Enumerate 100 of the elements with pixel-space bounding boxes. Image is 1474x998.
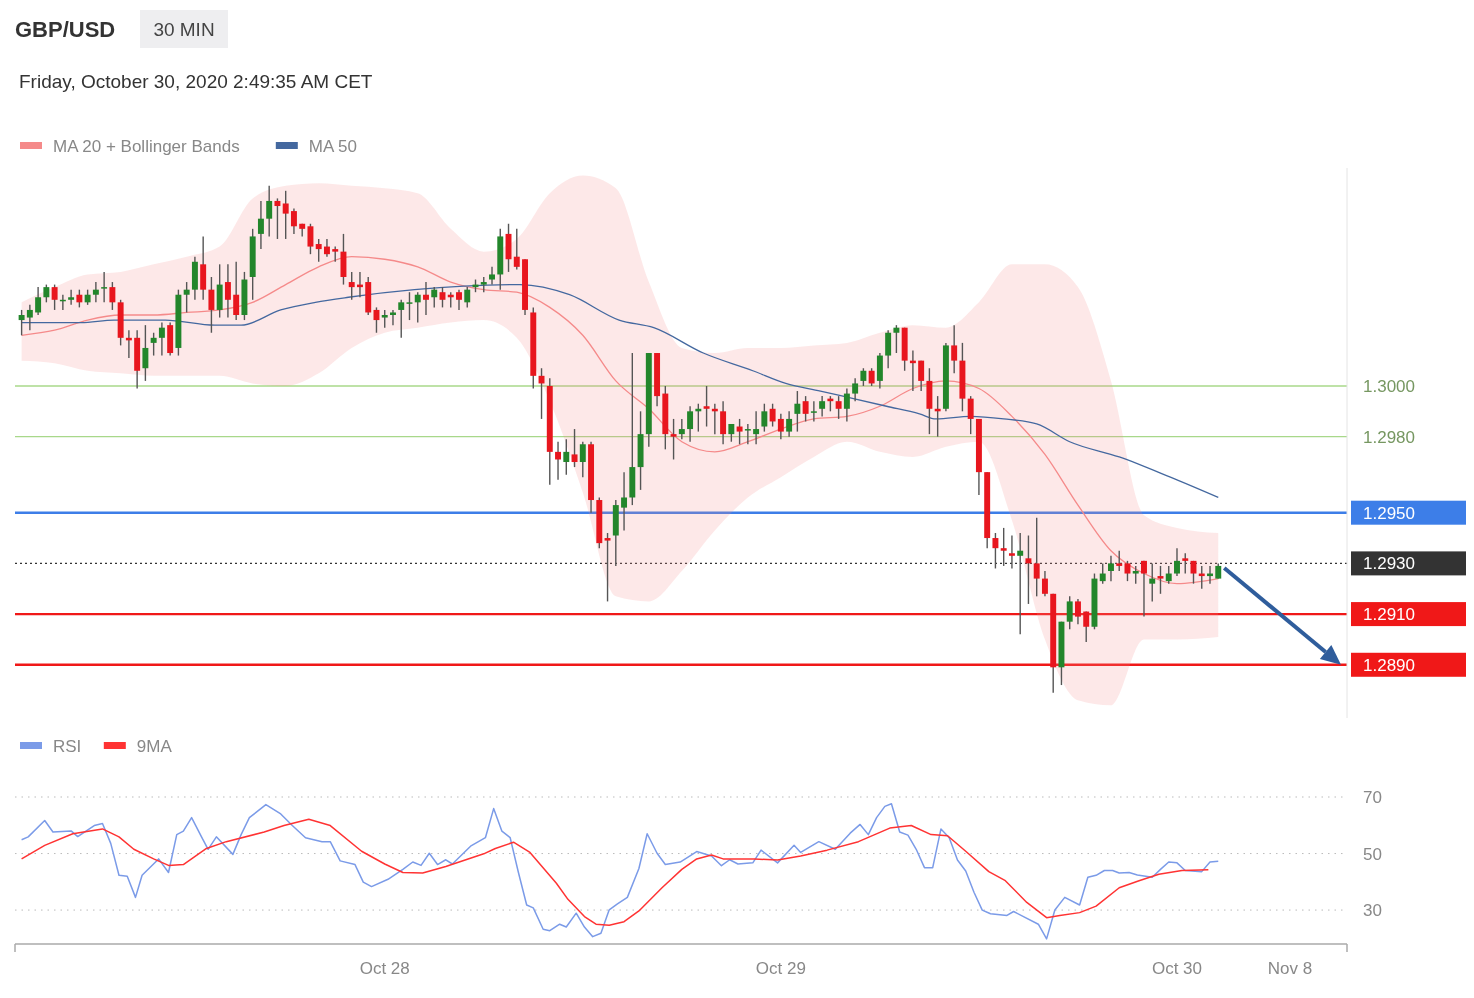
candlestick — [208, 276, 215, 334]
candlestick — [604, 532, 611, 603]
x-tick-label: Oct 30 — [1151, 959, 1203, 978]
candlestick — [456, 288, 462, 311]
candlestick — [35, 286, 42, 316]
line-series — [20, 803, 1220, 940]
candlestick — [670, 418, 677, 461]
candlestick — [951, 324, 958, 374]
candlestick — [579, 441, 586, 478]
candlestick — [513, 228, 520, 271]
candlestick — [18, 309, 25, 336]
legend-label: MA 20 + Bollinger Bands — [53, 137, 240, 156]
candlestick — [744, 423, 751, 445]
candlestick — [720, 400, 727, 445]
candlestick — [348, 271, 355, 301]
text: Nov 8 — [1267, 959, 1313, 978]
x-tick-label: Oct 29 — [755, 959, 806, 978]
candlestick — [290, 207, 297, 235]
candlestick — [1008, 534, 1015, 570]
candlestick — [802, 395, 809, 423]
y-tick-label: 50 — [1363, 844, 1382, 864]
candlestick — [224, 263, 231, 319]
candlestick — [918, 359, 925, 392]
candlestick — [92, 281, 99, 304]
candlestick — [464, 286, 471, 309]
candlestick — [687, 405, 694, 443]
candlestick — [1099, 562, 1106, 585]
candlestick — [852, 377, 859, 402]
candlestick — [786, 410, 793, 438]
candlestick — [315, 238, 322, 263]
candlestick — [794, 390, 801, 433]
candlestick — [621, 471, 628, 532]
candlestick — [431, 286, 438, 309]
candlestick — [257, 200, 264, 250]
candlestick — [769, 403, 776, 428]
candlestick — [1116, 550, 1123, 572]
candlestick — [563, 438, 570, 476]
candlestick — [1182, 552, 1189, 575]
candlestick — [777, 413, 784, 440]
candlestick — [893, 324, 900, 354]
candlestick — [68, 288, 75, 306]
candlestick — [843, 387, 850, 423]
candlestick — [1149, 562, 1156, 603]
text: 30 MIN — [153, 19, 215, 40]
candlestick — [414, 291, 421, 324]
candlestick — [233, 261, 240, 321]
candlestick — [810, 400, 817, 423]
candlestick — [1157, 565, 1164, 595]
candlestick — [571, 428, 578, 468]
candlestick — [307, 223, 314, 255]
candlestick — [1066, 595, 1073, 630]
ref-line-label: 1.2980 — [1363, 427, 1415, 447]
candlestick — [819, 395, 826, 418]
candlestick — [1033, 517, 1040, 598]
candlestick — [992, 532, 999, 570]
candlestick — [1174, 547, 1180, 577]
candlestick — [150, 332, 157, 357]
candlestick — [753, 410, 760, 445]
ref-line-label: 1.3000 — [1363, 376, 1415, 396]
chart-subtitle: Friday, October 30, 2020 2:49:35 AM CET — [19, 71, 373, 92]
candlestick — [1025, 534, 1032, 605]
candlestick — [142, 324, 149, 382]
candlestick — [1041, 570, 1048, 598]
candlestick — [835, 395, 842, 420]
ref-line-label: 1.2930 — [1363, 554, 1415, 574]
candlestick — [158, 321, 165, 357]
candlestick — [1000, 527, 1007, 567]
candlestick — [282, 190, 289, 240]
candlestick — [274, 197, 281, 240]
candlestick — [51, 283, 58, 311]
legend-label: 9MA — [136, 737, 173, 756]
y-tick-label: 70 — [1363, 788, 1382, 807]
candlestick — [967, 395, 974, 435]
candlestick — [761, 403, 768, 433]
candlestick — [736, 418, 743, 445]
candlestick — [555, 441, 561, 481]
candlestick — [398, 299, 405, 339]
candlestick — [423, 281, 429, 316]
line-series — [20, 818, 1210, 927]
candlestick — [489, 266, 495, 286]
y-tick-label: 30 — [1363, 901, 1382, 921]
x-tick-label: Oct 28 — [359, 959, 410, 978]
legend-label: MA 50 — [308, 137, 357, 156]
ref-line-label: 1.2910 — [1363, 605, 1415, 625]
candlestick — [101, 271, 108, 304]
candlestick — [1017, 532, 1024, 636]
candlestick — [390, 309, 396, 326]
candlestick — [26, 304, 33, 331]
legend-label: RSI — [53, 737, 82, 756]
candlestick — [703, 385, 710, 428]
candlestick — [183, 281, 190, 314]
candlestick — [406, 291, 413, 321]
candlestick — [1124, 560, 1131, 582]
candlestick — [109, 281, 116, 311]
candlestick — [1108, 555, 1114, 582]
candlestick — [885, 329, 892, 369]
candlestick — [266, 185, 273, 238]
ref-line-label: 1.2890 — [1363, 655, 1415, 675]
ref-line-label: 1.2950 — [1363, 503, 1415, 523]
chart-title: GBP/USD — [15, 17, 116, 42]
